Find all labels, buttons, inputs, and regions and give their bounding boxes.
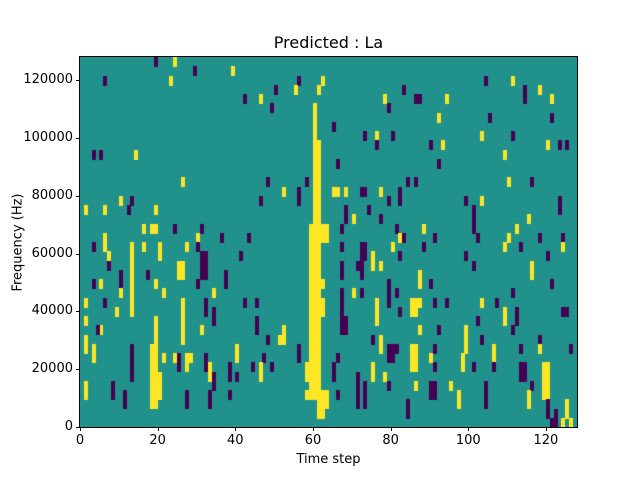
y-tick-label: 60000 bbox=[31, 245, 73, 261]
x-tick-label: 120 bbox=[533, 433, 559, 448]
x-tick-mark bbox=[80, 427, 81, 431]
x-tick-mark bbox=[390, 427, 392, 431]
x-tick-label: 100 bbox=[455, 433, 481, 448]
y-tick-label: 120000 bbox=[23, 72, 73, 88]
y-tick-label: 40000 bbox=[31, 303, 73, 319]
x-tick-mark bbox=[312, 427, 314, 431]
x-tick-label: 0 bbox=[75, 433, 85, 448]
x-tick-label: 20 bbox=[149, 433, 166, 448]
y-tick-mark bbox=[76, 80, 80, 82]
x-tick-mark bbox=[545, 427, 547, 431]
y-tick-mark bbox=[76, 427, 80, 428]
x-tick-mark bbox=[468, 427, 470, 431]
y-tick-mark bbox=[76, 253, 80, 255]
y-tick-label: 20000 bbox=[31, 361, 73, 377]
x-tick-label: 40 bbox=[227, 433, 244, 448]
y-tick-mark bbox=[76, 195, 80, 197]
y-tick-label: 0 bbox=[64, 419, 73, 434]
heatmap-canvas bbox=[80, 57, 577, 427]
y-axis-label: Frequency (Hz) bbox=[10, 193, 26, 292]
x-tick-label: 60 bbox=[304, 433, 322, 448]
x-tick-mark bbox=[235, 427, 237, 431]
y-tick-mark bbox=[76, 311, 80, 313]
y-tick-label: 80000 bbox=[31, 187, 73, 203]
plot-area bbox=[79, 56, 578, 428]
y-tick-mark bbox=[76, 369, 80, 371]
x-tick-mark bbox=[157, 427, 159, 431]
x-tick-label: 80 bbox=[382, 433, 399, 448]
x-axis-label: Time step bbox=[296, 452, 361, 467]
y-tick-mark bbox=[76, 137, 80, 139]
chart-title: Predicted : La bbox=[273, 33, 384, 52]
y-tick-label: 100000 bbox=[23, 129, 73, 145]
